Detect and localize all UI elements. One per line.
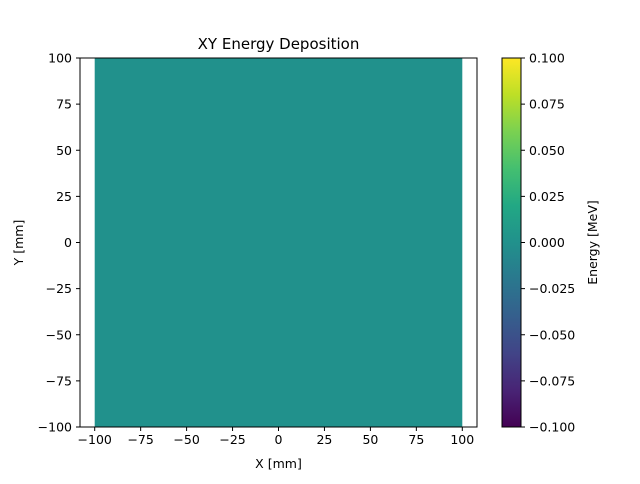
- colorbar-tick-label: 0.075: [529, 97, 565, 112]
- x-axis-label: X [mm]: [255, 456, 302, 471]
- colorbar-tick-label: −0.100: [529, 420, 575, 435]
- colorbar-tick-label: 0.000: [529, 235, 565, 250]
- x-tick-label: 0: [275, 432, 283, 447]
- x-tick-label: 50: [362, 432, 378, 447]
- colorbar-tick-label: 0.025: [529, 189, 565, 204]
- y-tick-label: 50: [56, 143, 72, 158]
- x-tick-label: 100: [450, 432, 474, 447]
- y-tick-label: 100: [48, 51, 72, 66]
- colorbar-label: Energy [MeV]: [585, 200, 600, 285]
- y-tick-label: 75: [56, 97, 72, 112]
- chart-title: XY Energy Deposition: [198, 35, 360, 53]
- y-tick-label: −50: [46, 327, 72, 342]
- x-tick-label: −100: [78, 432, 112, 447]
- colorbar-tick-label: −0.025: [529, 281, 575, 296]
- heatmap-plot-area: [94, 58, 463, 427]
- heatmap-cell: [94, 58, 463, 427]
- colorbar: [501, 57, 522, 428]
- y-tick-label: −100: [38, 420, 72, 435]
- y-tick-label: −75: [46, 373, 72, 388]
- x-tick-label: 25: [316, 432, 332, 447]
- x-axis: −100 −75 −50 −25 0 25 50 75 100: [78, 427, 474, 447]
- colorbar-tick-label: 0.100: [529, 51, 565, 66]
- y-tick-label: 25: [56, 189, 72, 204]
- x-tick-label: −50: [173, 432, 199, 447]
- colorbar-axis: −0.100 −0.075 −0.050 −0.025 0.000 0.025 0.050 0…: [521, 51, 575, 435]
- x-tick-label: −25: [219, 432, 245, 447]
- y-axis-label: Y [mm]: [11, 220, 26, 267]
- colorbar-tick-label: −0.075: [529, 373, 575, 388]
- colorbar-tick-label: −0.050: [529, 327, 575, 342]
- x-tick-label: −75: [127, 432, 153, 447]
- y-tick-label: 0: [64, 235, 72, 250]
- x-tick-label: 75: [408, 432, 424, 447]
- y-tick-label: −25: [46, 281, 72, 296]
- colorbar-tick-label: 0.050: [529, 143, 565, 158]
- y-axis: −100 −75 −50 −25 0 25 50 75 100: [38, 51, 80, 435]
